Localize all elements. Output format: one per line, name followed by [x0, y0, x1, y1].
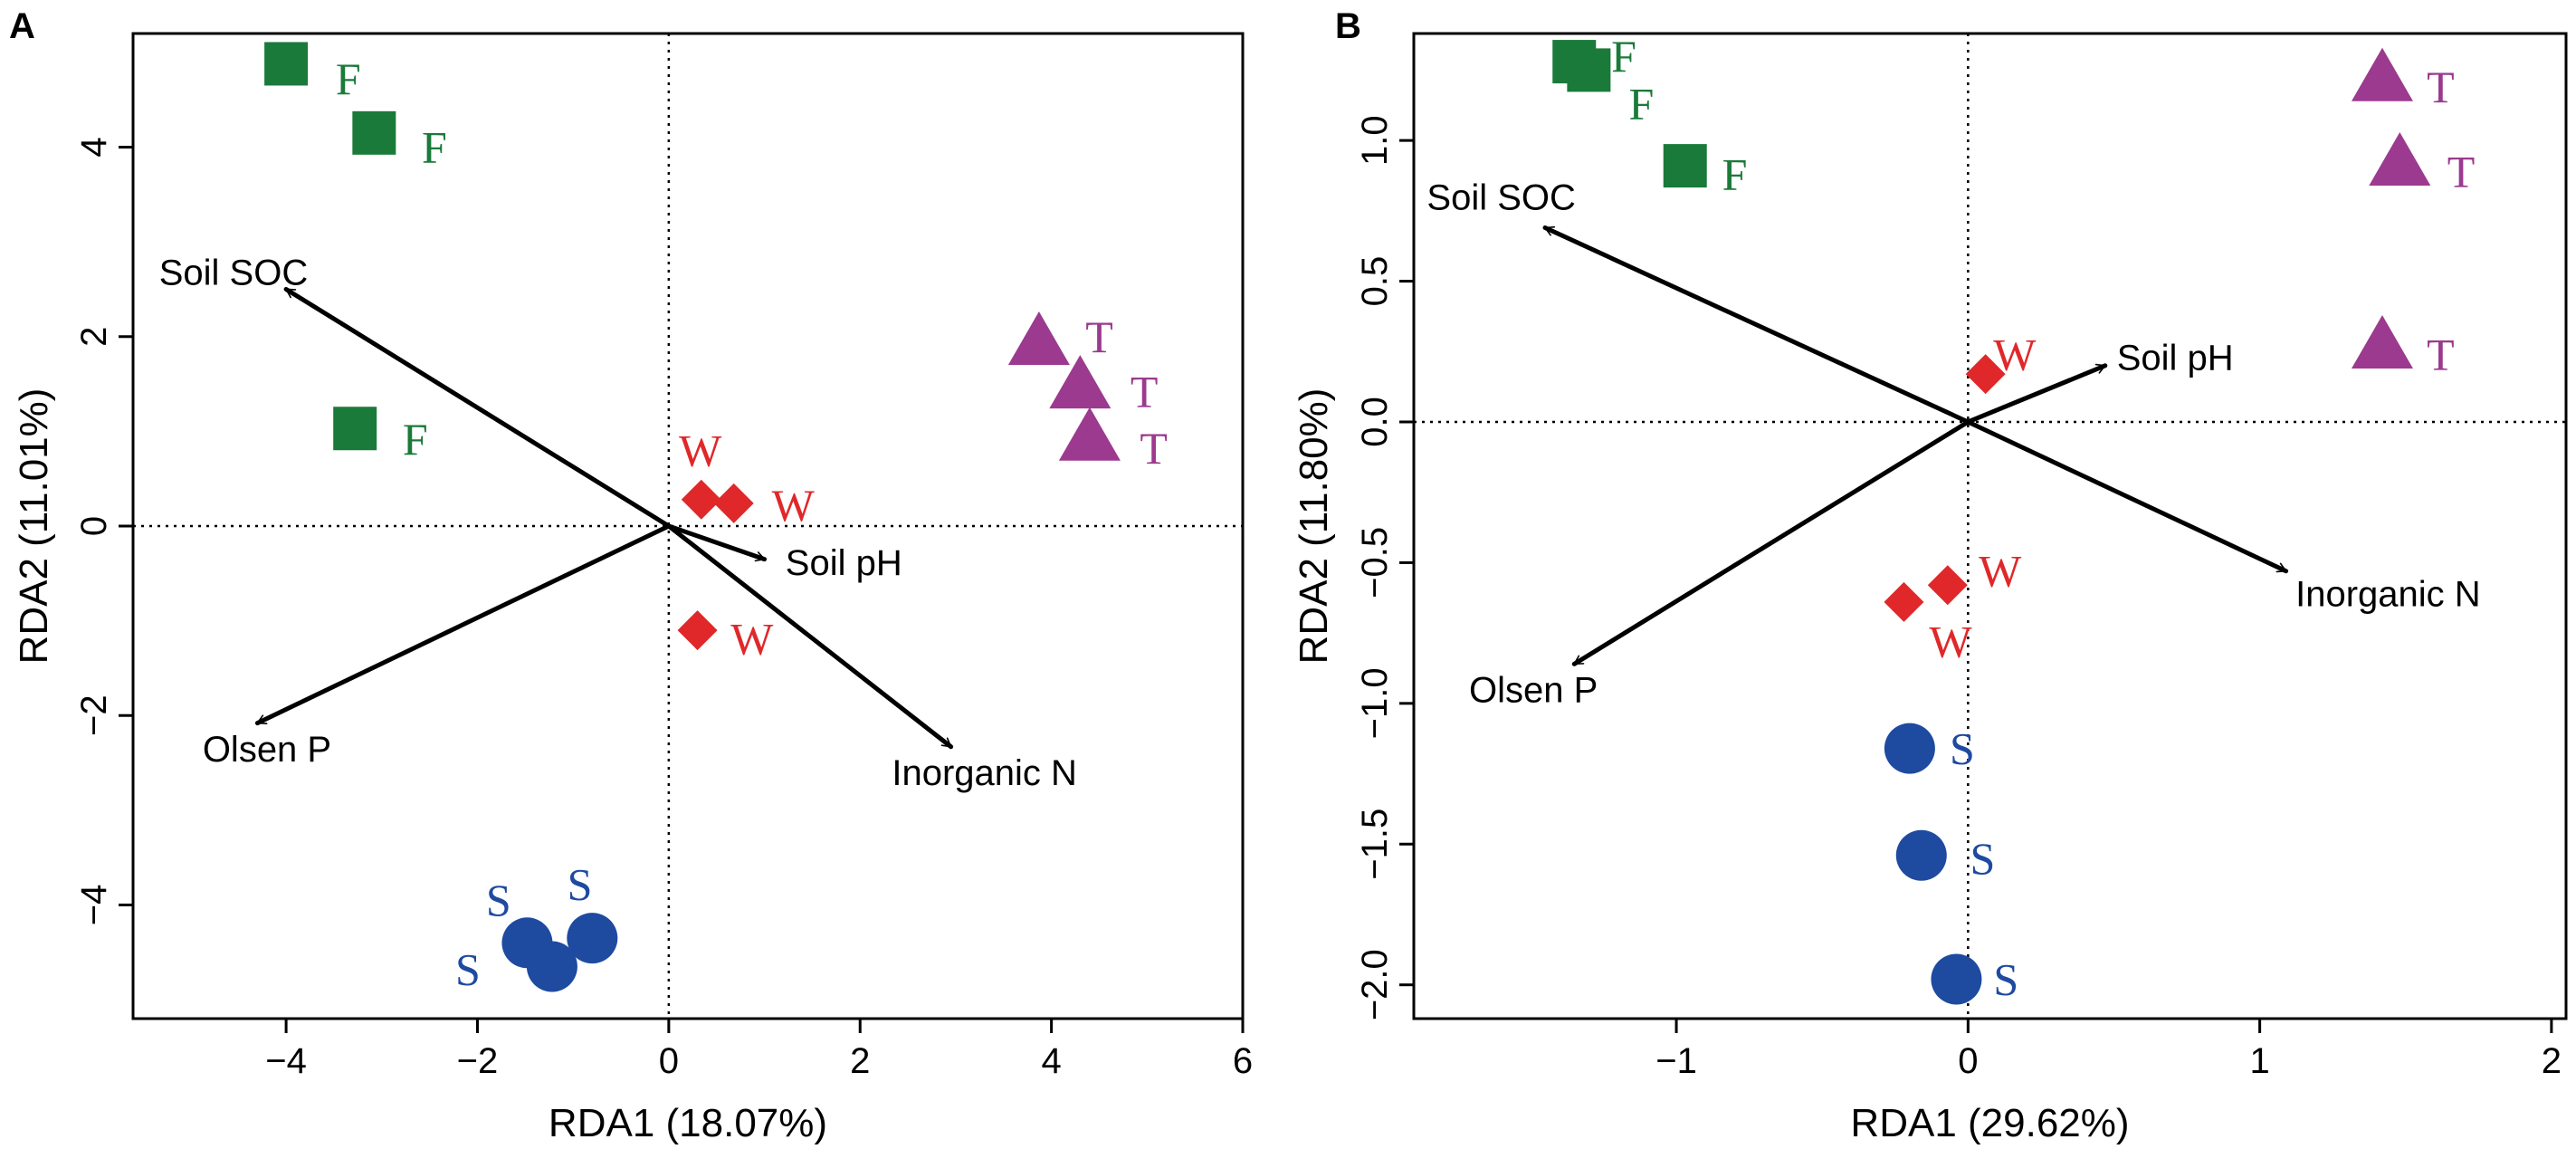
- point-f: [333, 407, 377, 451]
- panel-a-letter: A: [9, 6, 35, 46]
- point-label-s: S: [1970, 833, 1996, 884]
- point-label-f: F: [403, 414, 428, 464]
- point-label-s: S: [568, 858, 593, 909]
- point-f: [1663, 144, 1707, 188]
- point-f: [264, 42, 309, 86]
- x-tick-label: 0: [659, 1041, 679, 1081]
- y-tick-label: 4: [74, 137, 114, 157]
- point-s: [1931, 953, 1982, 1005]
- point-label-s: S: [1950, 723, 1975, 774]
- point-label-f: F: [1628, 79, 1654, 129]
- y-tick-label: −2.0: [1355, 949, 1395, 1020]
- arrow-soil-ph: [666, 523, 768, 562]
- arrow-label-olsen-p: Olsen P: [1469, 670, 1598, 710]
- panel-b: B −1 0 1 2 −2.0 −1.5 −1.0 −0.5 0.0 0.5 1.0 RDA1 (29.…: [1292, 6, 2568, 1145]
- point-label-s: S: [455, 944, 481, 995]
- point-label-f: F: [1611, 31, 1636, 81]
- point-w: [677, 610, 718, 651]
- arrow-soil-ph: [1965, 363, 2108, 425]
- point-w: [1927, 565, 1968, 606]
- y-axis-title-a: RDA2 (11.01%): [12, 388, 56, 665]
- point-f: [1567, 48, 1611, 92]
- point-label-t: T: [1085, 311, 1113, 362]
- arrow-label-inorganic-n: Inorganic N: [892, 753, 1077, 793]
- arrow-label-inorganic-n: Inorganic N: [2295, 575, 2481, 615]
- x-tick-label: −1: [1655, 1041, 1697, 1081]
- y-tick-label: 1.0: [1355, 115, 1395, 166]
- arrow-soil-soc: [283, 286, 672, 529]
- y-tick-label: 2: [74, 327, 114, 347]
- arrow-olsen-p: [254, 523, 672, 726]
- arrow-label-soil-soc: Soil SOC: [159, 254, 309, 293]
- point-label-w: W: [1929, 616, 1972, 666]
- point-label-t: T: [1140, 423, 1168, 474]
- x-tick-label: 0: [1958, 1041, 1978, 1081]
- y-tick-label: 0.0: [1355, 397, 1395, 447]
- x-tick-label: −4: [265, 1041, 307, 1081]
- x-axis-title-a: RDA1 (18.07%): [549, 1101, 827, 1145]
- point-label-f: F: [422, 122, 447, 173]
- y-tick-label: −1.5: [1355, 809, 1395, 880]
- y-tick-label: 0.5: [1355, 256, 1395, 307]
- point-w: [681, 479, 721, 520]
- point-s: [567, 913, 618, 964]
- point-w: [1965, 354, 2006, 395]
- point-label-s: S: [1993, 953, 2018, 1004]
- y-tick-label: −4: [74, 885, 114, 926]
- point-label-t: T: [1131, 366, 1159, 417]
- point-label-s: S: [486, 875, 511, 925]
- y-tick-label: 0: [74, 516, 114, 536]
- point-t: [1058, 407, 1121, 461]
- plot-frame-b: [1412, 32, 2568, 1020]
- x-tick-label: 4: [1041, 1041, 1061, 1081]
- point-label-t: T: [2427, 62, 2455, 112]
- point-label-w: W: [679, 425, 722, 475]
- point-t: [1007, 311, 1070, 366]
- point-t: [2351, 315, 2413, 369]
- arrow-label-olsen-p: Olsen P: [203, 730, 331, 770]
- arrow-inorganic-n: [1965, 419, 2289, 574]
- point-label-w: W: [1979, 546, 2022, 597]
- point-t: [2351, 47, 2413, 101]
- point-label-w: W: [772, 480, 816, 531]
- y-axis-title-b: RDA2 (11.80%): [1292, 388, 1336, 665]
- point-label-w: W: [1993, 329, 2037, 379]
- panel-a: A −4 −2 0 2 4 6 −4 −2 0 2 4 RDA1 (18.07%) RDA2 (11.01…: [9, 6, 1253, 1145]
- x-axis-title-b: RDA1 (29.62%): [1850, 1101, 2129, 1145]
- arrow-label-soil-ph: Soil pH: [2117, 338, 2234, 378]
- x-tick-label: 2: [2542, 1041, 2562, 1081]
- y-tick-label: −2: [74, 694, 114, 736]
- arrow-label-soil-soc: Soil SOC: [1426, 177, 1576, 217]
- arrow-soil-soc: [1542, 225, 1970, 425]
- point-s: [1895, 829, 1947, 881]
- arrow-label-soil-ph: Soil pH: [786, 543, 902, 583]
- point-t: [2369, 131, 2431, 186]
- point-s: [1884, 723, 1935, 774]
- x-tick-label: 1: [2249, 1041, 2269, 1081]
- x-tick-label: 6: [1233, 1041, 1253, 1081]
- panel-b-letter: B: [1335, 6, 1361, 46]
- point-t: [1049, 355, 1111, 409]
- point-label-w: W: [730, 613, 774, 664]
- y-tick-label: −1.0: [1355, 667, 1395, 739]
- point-label-t: T: [2427, 329, 2455, 379]
- arrow-olsen-p: [1571, 419, 1970, 666]
- point-label-f: F: [1722, 148, 1748, 199]
- point-w: [713, 483, 754, 523]
- point-f: [352, 110, 396, 155]
- x-tick-label: 2: [850, 1041, 870, 1081]
- arrow-inorganic-n: [666, 523, 954, 750]
- x-tick-label: −2: [457, 1041, 499, 1081]
- y-tick-label: −0.5: [1355, 527, 1395, 598]
- point-label-t: T: [2447, 146, 2476, 196]
- point-label-f: F: [336, 53, 361, 104]
- point-w: [1884, 581, 1924, 622]
- point-s: [526, 941, 577, 992]
